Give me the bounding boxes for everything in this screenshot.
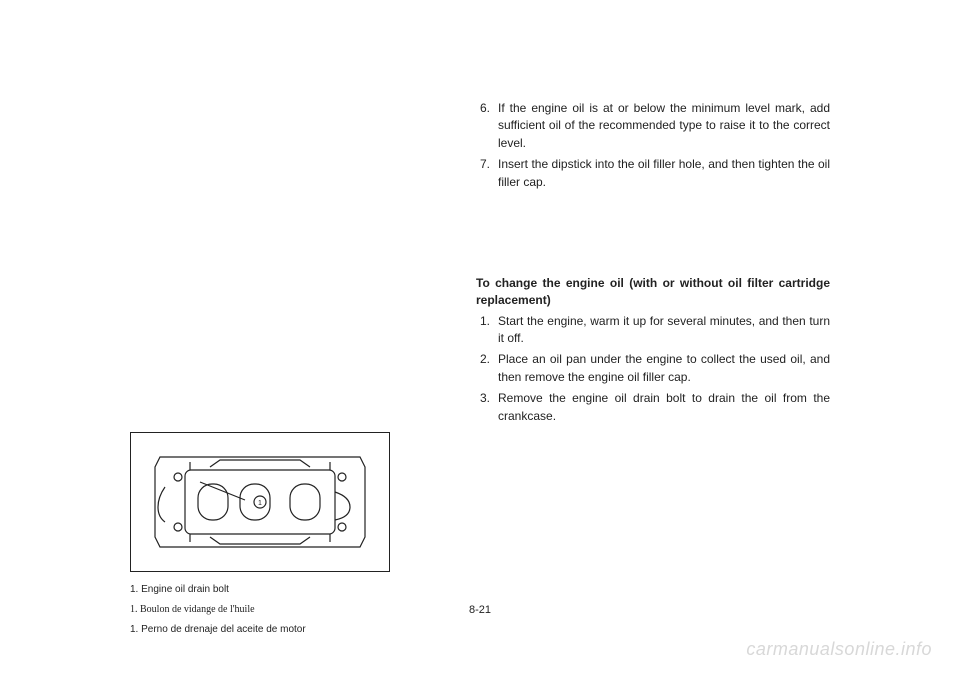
step-text: Insert the dipstick into the oil filler … xyxy=(498,156,830,191)
top-instruction-block: 6. If the engine oil is at or below the … xyxy=(476,100,830,195)
step-number: 7. xyxy=(476,156,498,191)
caption-fr-num: 1. xyxy=(130,604,138,615)
left-column: 1 1. Engine oil dra xyxy=(130,100,466,638)
step-item: 1. Start the engine, warm it up for seve… xyxy=(476,313,830,348)
step-text: If the engine oil is at or below the min… xyxy=(498,100,830,152)
change-oil-steps-list: 1. Start the engine, warm it up for seve… xyxy=(476,313,830,425)
step-text: Remove the engine oil drain bolt to drai… xyxy=(498,390,830,425)
caption-en-num: 1. xyxy=(130,584,138,595)
caption-fr-text: Boulon de vidange de l'huile xyxy=(140,604,255,615)
step-number: 1. xyxy=(476,313,498,348)
figure-caption-en: 1. Engine oil drain bolt xyxy=(130,582,446,598)
right-column: 6. If the engine oil is at or below the … xyxy=(466,100,830,638)
step-item: 7. Insert the dipstick into the oil fill… xyxy=(476,156,830,191)
caption-es-num: 1. xyxy=(130,624,138,635)
caption-en-text: Engine oil drain bolt xyxy=(141,584,229,595)
step-number: 2. xyxy=(476,351,498,386)
step-number: 6. xyxy=(476,100,498,152)
svg-text:1: 1 xyxy=(258,500,262,507)
top-steps-list: 6. If the engine oil is at or below the … xyxy=(476,100,830,191)
figure-caption-fr: 1. Boulon de vidange de l'huile xyxy=(130,602,446,618)
engine-underside-diagram: 1 xyxy=(140,442,380,562)
caption-es-text: Perno de drenaje del aceite de motor xyxy=(141,624,306,635)
step-text: Start the engine, warm it up for several… xyxy=(498,313,830,348)
engine-diagram-figure: 1 xyxy=(130,432,390,572)
step-number: 3. xyxy=(476,390,498,425)
figure-caption-es: 1. Perno de drenaje del aceite de motor xyxy=(130,622,446,638)
change-oil-section: To change the engine oil (with or withou… xyxy=(476,275,830,429)
step-item: 3. Remove the engine oil drain bolt to d… xyxy=(476,390,830,425)
page-number: 8-21 xyxy=(469,604,491,616)
step-item: 2. Place an oil pan under the engine to … xyxy=(476,351,830,386)
step-text: Place an oil pan under the engine to col… xyxy=(498,351,830,386)
section-heading: To change the engine oil (with or withou… xyxy=(476,275,830,309)
watermark-text: carmanualsonline.info xyxy=(746,639,932,660)
step-item: 6. If the engine oil is at or below the … xyxy=(476,100,830,152)
